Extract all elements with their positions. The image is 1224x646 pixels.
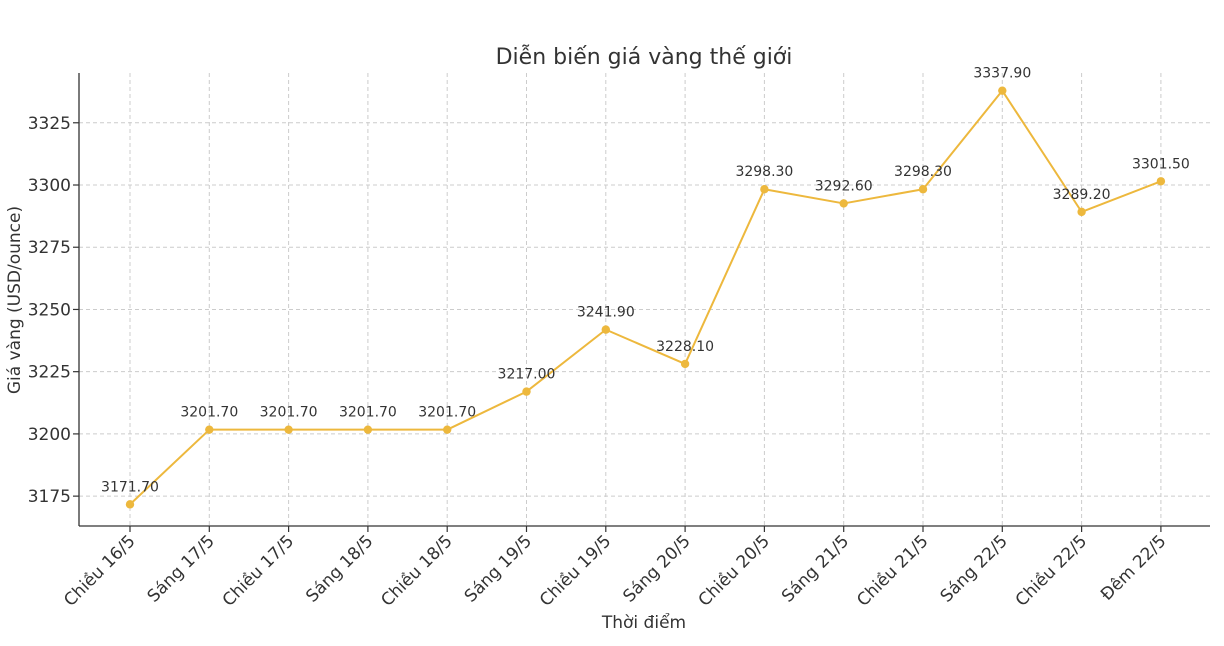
x-tick-label: Chiều 19/5 — [535, 531, 615, 611]
data-point — [443, 425, 452, 434]
data-point — [284, 425, 293, 434]
x-axis-label: Thời điểm — [601, 612, 686, 633]
y-tick-label: 3225 — [28, 363, 71, 383]
y-tick-label: 3200 — [28, 425, 71, 445]
data-label: 3171.70 — [101, 479, 159, 495]
y-tick-labels: 3175 3200 3225 3250 3275 3300 3325 — [28, 114, 71, 507]
data-point — [205, 425, 214, 434]
data-label: 3201.70 — [418, 405, 476, 421]
data-label: 3241.90 — [577, 305, 635, 321]
x-tick-label: Đêm 22/5 — [1097, 531, 1170, 604]
x-tick-label: Sáng 18/5 — [302, 531, 377, 606]
data-point — [998, 86, 1007, 95]
x-tick-labels: Chiều 16/5 Sáng 17/5 Chiều 17/5 Sáng 18/5 Ch… — [59, 531, 1170, 611]
y-tick-label: 3175 — [28, 487, 71, 507]
data-point — [601, 325, 610, 334]
y-tick-label: 3275 — [28, 238, 71, 258]
data-point — [918, 185, 928, 194]
axes — [73, 73, 1210, 532]
data-label: 3201.70 — [339, 405, 397, 421]
x-tick-label: Sáng 22/5 — [937, 531, 1012, 606]
data-label: 3228.10 — [656, 339, 714, 355]
data-point — [839, 199, 848, 208]
data-label: 3301.50 — [1132, 156, 1190, 172]
data-labels: 3171.70 3201.70 3201.70 3201.70 3201.70 3217.… — [101, 66, 1190, 496]
data-point — [125, 500, 135, 509]
series-line — [129, 89, 1162, 506]
data-label: 3298.30 — [894, 164, 952, 180]
x-tick-label: Chiều 17/5 — [218, 531, 298, 611]
x-tick-label: Chiều 20/5 — [694, 531, 774, 611]
series — [125, 86, 1166, 509]
x-tick-label: Sáng 21/5 — [778, 531, 853, 606]
data-point — [522, 387, 531, 396]
x-tick-label: Chiều 16/5 — [59, 531, 139, 611]
data-label: 3201.70 — [180, 405, 238, 421]
x-tick-label: Sáng 20/5 — [619, 531, 694, 606]
x-tick-label: Chiều 21/5 — [852, 531, 932, 611]
data-point — [1077, 207, 1086, 217]
data-point — [1156, 177, 1166, 186]
data-label: 3201.70 — [260, 405, 318, 421]
data-label: 3298.30 — [735, 164, 793, 180]
data-label: 3337.90 — [973, 66, 1031, 82]
y-tick-label: 3325 — [28, 114, 71, 134]
data-label: 3217.00 — [498, 367, 556, 383]
data-label: 3292.60 — [815, 178, 873, 194]
x-tick-label: Sáng 17/5 — [144, 531, 219, 606]
y-axis-label: Giá vàng (USD/ounce) — [5, 206, 25, 394]
x-tick-label: Chiều 22/5 — [1011, 531, 1091, 611]
grid — [79, 73, 1210, 526]
chart-title: Diễn biến giá vàng thế giới — [496, 44, 793, 70]
y-tick-label: 3300 — [28, 176, 71, 196]
y-tick-label: 3250 — [28, 300, 71, 320]
x-tick-label: Sáng 19/5 — [461, 531, 536, 606]
data-point — [760, 185, 769, 194]
x-tick-label: Chiều 18/5 — [377, 531, 457, 611]
data-label: 3289.20 — [1053, 187, 1111, 203]
data-point — [680, 359, 690, 369]
data-point — [363, 425, 373, 434]
